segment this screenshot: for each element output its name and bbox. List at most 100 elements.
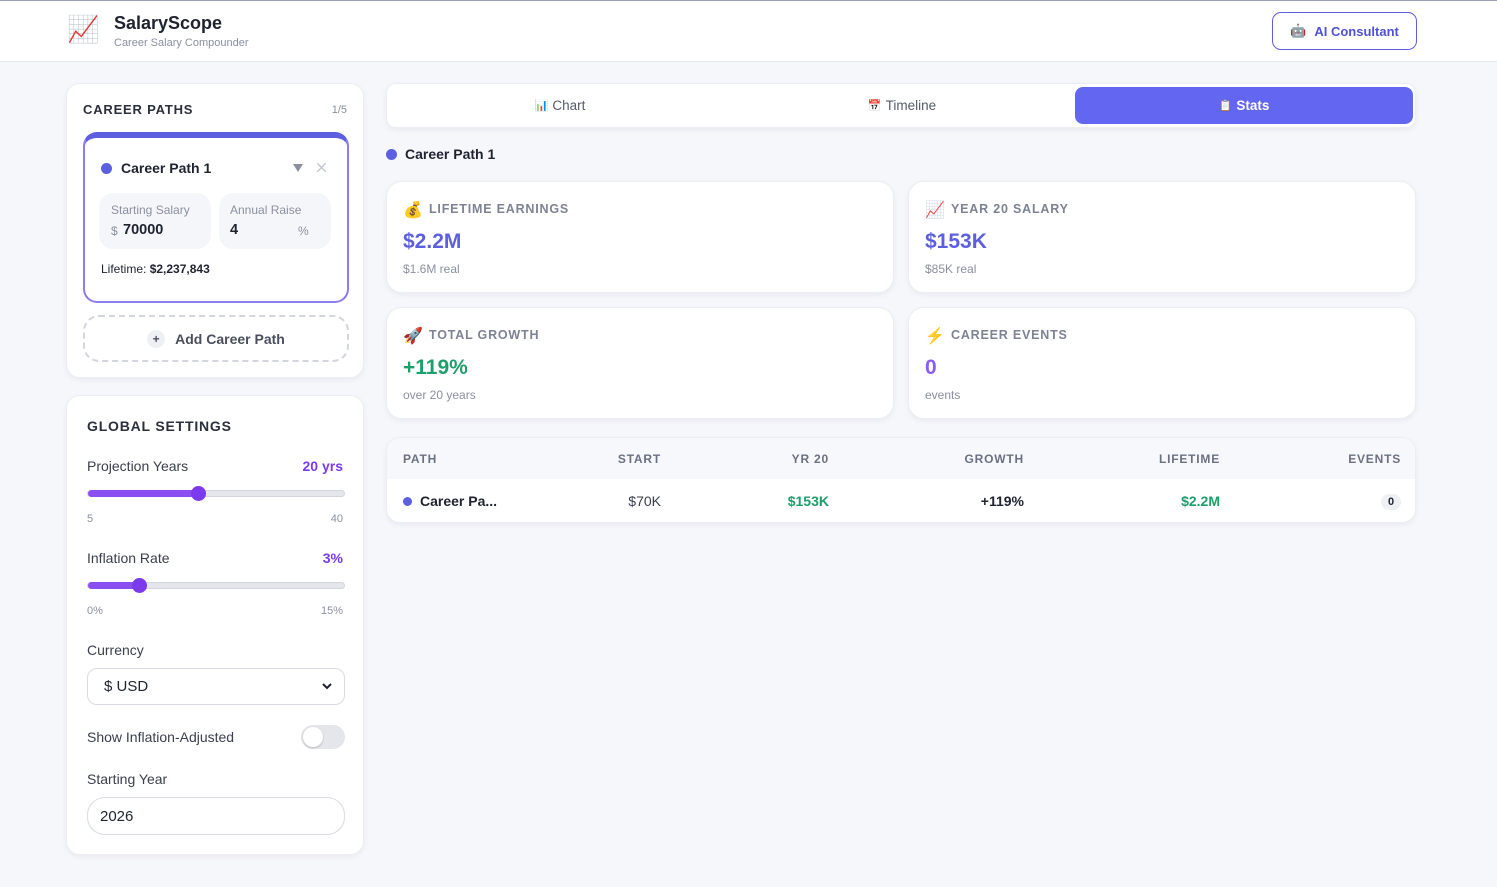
path-color-dot: [101, 163, 112, 174]
toggle-knob: [303, 727, 323, 747]
lifetime-value: $2,237,843: [149, 262, 210, 276]
tab-label: Stats: [1236, 98, 1270, 113]
stat-card: 🚀 TOTAL GROWTH +119% over 20 years: [386, 307, 894, 419]
top-bar: 📈 SalaryScope Career Salary Compounder 🤖…: [0, 0, 1497, 62]
selected-path-name: Career Path 1: [405, 146, 496, 162]
column-header: EVENTS: [1348, 451, 1401, 466]
tab-icon: 📅: [867, 100, 882, 112]
inflation-toggle[interactable]: [301, 725, 345, 749]
tab-label: Timeline: [885, 98, 937, 113]
ai-consultant-button[interactable]: 🤖 AI Consultant: [1272, 12, 1417, 50]
stat-sub: $1.6M real: [403, 262, 460, 276]
stat-icon: 📈: [925, 202, 945, 219]
slider-track: [87, 578, 345, 593]
column-header: GROWTH: [964, 451, 1024, 466]
stat-value: +119%: [403, 356, 468, 379]
column-header: YR 20: [791, 451, 829, 466]
slider-fill: [88, 490, 198, 497]
stat-label: CAREER EVENTS: [951, 328, 1068, 342]
tab-icon: 📋: [1218, 100, 1233, 112]
currency-select[interactable]: $ USD: [87, 668, 345, 705]
table-cell: $70K: [628, 493, 661, 509]
stat-sub: events: [925, 388, 961, 402]
career-path-card[interactable]: Career Path 1 Starting Salary $ 70000 An…: [83, 132, 349, 303]
starting-salary: 70000: [123, 222, 164, 238]
currency-symbol: $: [111, 224, 118, 238]
add-career-path-button[interactable]: + Add Career Path: [83, 315, 349, 362]
career-paths-panel: CAREER PATHS 1/5 Career Path 1 Starting …: [66, 83, 364, 378]
stat-value: $2.2M: [403, 230, 462, 253]
button-icon: 🤖: [1290, 23, 1307, 38]
tab-label: Chart: [552, 98, 586, 113]
stat-value: 0: [925, 356, 937, 379]
table-row: Career Pa... $70K $153K +119% $2.2M 0: [387, 479, 1415, 522]
select-value: $ USD: [104, 678, 149, 695]
column-header: START: [617, 451, 661, 466]
input-value: 2026: [100, 808, 134, 825]
table-cell: 0: [1220, 492, 1401, 510]
lifetime-summary: Lifetime: $2,237,843: [101, 262, 210, 276]
annual-raise: 4: [230, 222, 239, 238]
table-cell: $153K: [787, 493, 829, 509]
logo-icon: 📈: [67, 14, 100, 44]
table-header: PATH START YR 20 GROWTH LIFETIME EVENTS: [387, 438, 1415, 479]
stat-label: LIFETIME EARNINGS: [429, 202, 569, 216]
stat-card: 💰 LIFETIME EARNINGS $2.2M $1.6M real: [386, 181, 894, 293]
slider-fill: [88, 582, 140, 589]
collapse-icon[interactable]: [293, 164, 303, 172]
percent-sign: %: [298, 224, 309, 238]
add-icon: +: [147, 329, 166, 348]
comparison-table: PATH START YR 20 GROWTH LIFETIME EVENTS Caree…: [386, 437, 1416, 523]
slider-thumb: [190, 486, 206, 501]
stat-card: 📈 YEAR 20 SALARY $153K $85K real: [908, 181, 1416, 293]
column-header: PATH: [403, 451, 438, 466]
setting-label: Inflation Rate: [87, 550, 170, 566]
slider-min: 0%: [87, 605, 103, 617]
global-settings-panel: GLOBAL SETTINGS Projection Years 20 yrs …: [66, 395, 364, 855]
field-label: Starting Salary: [111, 203, 190, 217]
table-cell: Career Pa...: [387, 493, 527, 509]
select-chevron: [322, 683, 332, 690]
remove-icon[interactable]: [317, 163, 326, 172]
setting-label: Projection Years: [87, 458, 189, 474]
setting-value: 3%: [322, 550, 343, 566]
field-label: Annual Raise: [230, 203, 302, 217]
annual-raise-field[interactable]: Annual Raise 4 %: [219, 193, 331, 249]
app-subtitle: Career Salary Compounder: [114, 37, 249, 49]
tab-icon: 📊: [534, 100, 549, 112]
panel-title: GLOBAL SETTINGS: [87, 418, 232, 434]
slider-min: 5: [87, 513, 94, 525]
tab[interactable]: 📊 Chart: [391, 87, 729, 124]
setting-value: 20 yrs: [302, 458, 343, 474]
selected-path-dot: [386, 149, 397, 160]
tab[interactable]: 📋 Stats: [1075, 87, 1413, 124]
stat-icon: ⚡: [925, 328, 945, 345]
path-count: 1/5: [331, 104, 347, 116]
table-cell: $2.2M: [1181, 493, 1220, 509]
view-tabs: 📊 Chart 📅 Timeline 📋 Stats: [386, 83, 1416, 128]
slider-thumb: [132, 578, 148, 593]
setting-label: Starting Year: [87, 771, 168, 787]
path-name: Career Pa...: [420, 493, 498, 509]
app-title: SalaryScope: [114, 13, 223, 33]
events-badge: 0: [1381, 494, 1401, 510]
panel-title: CAREER PATHS: [83, 102, 194, 117]
slider-max: 15%: [320, 605, 343, 617]
stat-icon: 💰: [403, 202, 423, 219]
stat-sub: $85K real: [925, 262, 977, 276]
stat-card: ⚡ CAREER EVENTS 0 events: [908, 307, 1416, 419]
setting-label: Currency: [87, 642, 144, 658]
stat-label: TOTAL GROWTH: [429, 328, 540, 342]
stat-icon: 🚀: [403, 328, 423, 345]
starting-year-input[interactable]: 2026: [87, 797, 345, 835]
starting-salary-field[interactable]: Starting Salary $ 70000: [99, 193, 211, 249]
path-dot: [403, 496, 412, 506]
tab[interactable]: 📅 Timeline: [733, 87, 1071, 124]
add-label: Add Career Path: [175, 330, 285, 347]
column-header: LIFETIME: [1158, 451, 1220, 466]
path-name: Career Path 1: [121, 160, 212, 176]
lifetime-label: Lifetime:: [101, 262, 147, 276]
stat-value: $153K: [925, 230, 987, 253]
